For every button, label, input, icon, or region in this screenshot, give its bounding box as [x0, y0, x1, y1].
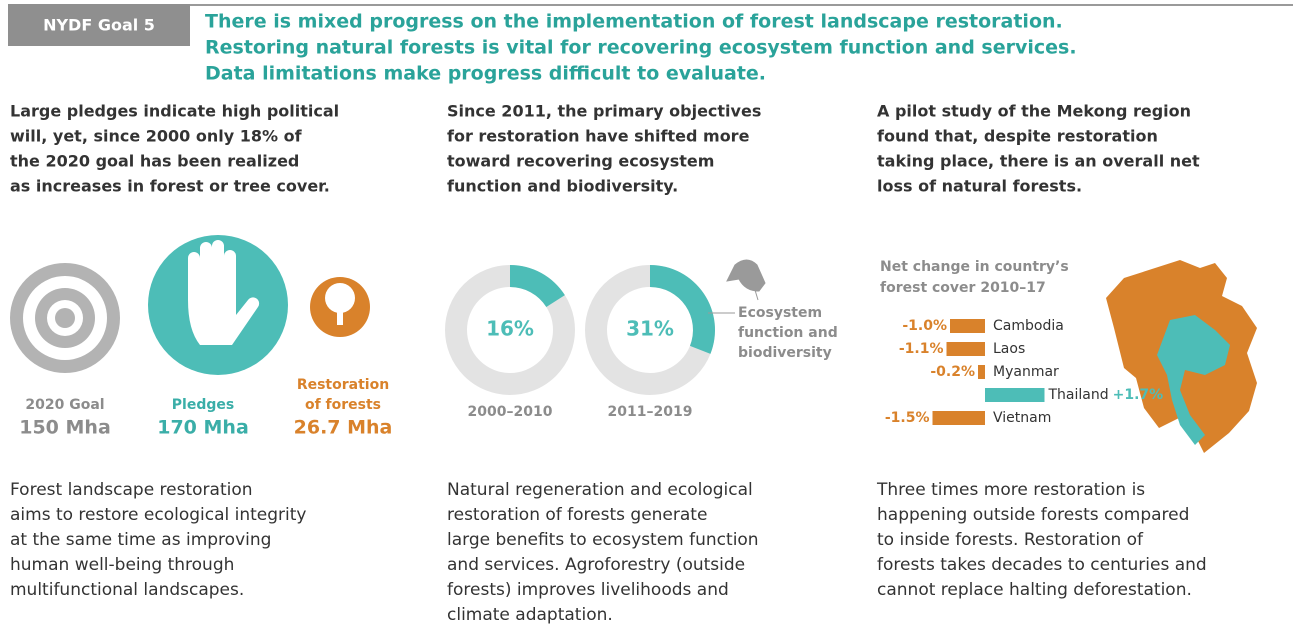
tree-icon — [310, 277, 370, 337]
bar — [932, 411, 985, 425]
column-body: forests) improves livelihoods and — [447, 580, 729, 600]
donut-segment — [510, 265, 565, 307]
column-body: climate adaptation. — [447, 605, 613, 625]
column-heading: Since 2011, the primary objectives — [447, 102, 761, 121]
bar-value: -0.2% — [930, 364, 975, 380]
stat-label: of forests — [305, 397, 381, 413]
bar — [950, 319, 985, 333]
bar-category: Cambodia — [993, 318, 1064, 334]
bar — [978, 365, 985, 379]
donut-category: 2000–2010 — [468, 404, 553, 420]
column-body: forests takes decades to centuries and — [877, 555, 1207, 575]
header-line: There is mixed progress on the implement… — [205, 11, 1063, 33]
column-heading: the 2020 goal has been realized — [10, 152, 299, 171]
bar-value: -1.5% — [885, 410, 930, 426]
column-body: Natural regeneration and ecological — [447, 480, 753, 500]
column-heading: Large pledges indicate high political — [10, 102, 339, 121]
column-body: restoration of forests generate — [447, 505, 707, 525]
chart-title: forest cover 2010–17 — [880, 280, 1046, 296]
badge-text: NYDF Goal 5 — [43, 16, 155, 35]
stat-value: 150 Mha — [19, 417, 111, 439]
column-body: happening outside forests compared — [877, 505, 1189, 525]
stat-label: Restoration — [297, 377, 389, 393]
column-heading: loss of natural forests. — [877, 177, 1082, 196]
donut-label: 31% — [626, 317, 674, 341]
stat-value: 170 Mha — [157, 417, 249, 439]
bird-icon — [726, 259, 766, 301]
mekong-map — [1106, 260, 1257, 453]
bar — [985, 388, 1045, 402]
column-heading: function and biodiversity. — [447, 177, 678, 196]
column-body: Three times more restoration is — [876, 480, 1145, 500]
column-heading: for restoration have shifted more — [447, 127, 750, 146]
column-body: Forest landscape restoration — [10, 480, 253, 500]
bar-value: +1.7% — [1113, 387, 1164, 403]
legend-text: Ecosystem — [738, 305, 822, 321]
legend-text: function and — [738, 325, 838, 341]
column-body: large benefits to ecosystem function — [447, 530, 759, 550]
column-heading: toward recovering ecosystem — [447, 152, 714, 171]
bar-category: Myanmar — [993, 364, 1059, 380]
stat-value: 26.7 Mha — [294, 417, 393, 439]
donut-segment — [650, 265, 715, 354]
target-icon — [10, 263, 120, 373]
chart-title: Net change in country’s — [880, 259, 1069, 275]
column-heading: A pilot study of the Mekong region — [877, 102, 1191, 121]
column-body: cannot replace halting deforestation. — [877, 580, 1192, 600]
column-body: to inside forests. Restoration of — [877, 530, 1144, 550]
bar-category: Vietnam — [993, 410, 1051, 426]
donut-label: 16% — [486, 317, 534, 341]
legend-text: biodiversity — [738, 345, 832, 361]
stat-label: 2020 Goal — [25, 397, 104, 413]
bar-value: -1.1% — [899, 341, 944, 357]
bar-value: -1.0% — [902, 318, 947, 334]
column-heading: found that, despite restoration — [877, 127, 1158, 146]
column-body: and services. Agroforestry (outside — [447, 555, 745, 575]
bar-category: Laos — [993, 341, 1025, 357]
column-body: human well-being through — [10, 555, 234, 575]
bar-category: Thailand — [1048, 387, 1109, 403]
column-heading: will, yet, since 2000 only 18% of — [10, 127, 303, 146]
stat-label: Pledges — [172, 397, 234, 413]
badge — [8, 4, 190, 46]
column-body: multifunctional landscapes. — [10, 580, 244, 600]
donut-category: 2011–2019 — [608, 404, 693, 420]
bar — [946, 342, 985, 356]
column-heading: as increases in forest or tree cover. — [10, 177, 330, 196]
column-body: aims to restore ecological integrity — [10, 505, 307, 525]
column-body: at the same time as improving — [10, 530, 271, 550]
header-line: Restoring natural forests is vital for r… — [205, 37, 1077, 59]
column-heading: taking place, there is an overall net — [877, 152, 1200, 171]
header-line: Data limitations make progress difficult… — [205, 63, 766, 85]
hand-icon — [148, 235, 288, 375]
